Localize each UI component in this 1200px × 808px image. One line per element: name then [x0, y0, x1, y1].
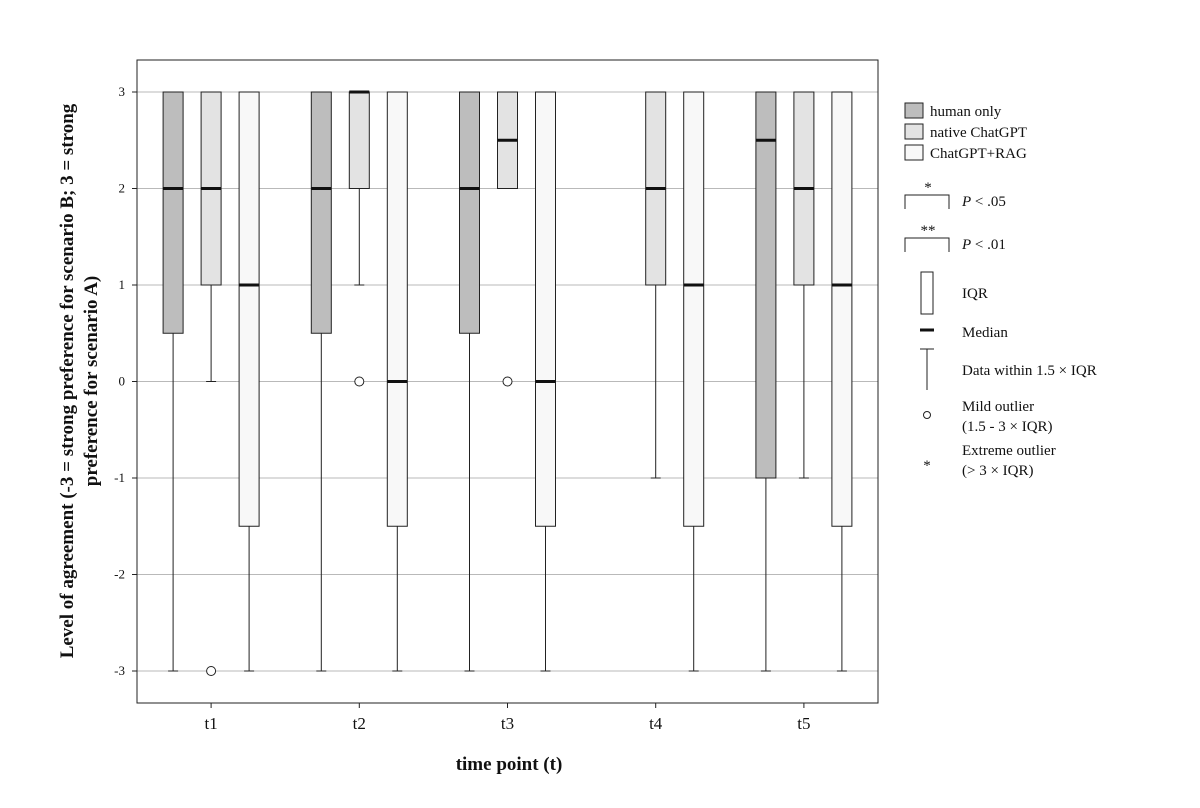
box-native-chatgpt-t1: [200, 91, 222, 676]
box-chatgpt-rag-t2: [386, 91, 408, 672]
box-chatgpt-rag-t4: [683, 91, 705, 672]
legend-sig-threshold-1: < .05: [971, 194, 1006, 210]
legend-mild-outlier-label-1: Mild outlier: [962, 399, 1034, 415]
x-axis-ticks: t1 t2 t3 t4 t5: [204, 703, 811, 733]
x-tick-label-t3: t3: [501, 714, 514, 733]
legend-iqr-box: [920, 271, 934, 315]
iqr-box: [459, 91, 480, 334]
legend-swatch-native-chatgpt: [904, 123, 924, 140]
box-chatgpt-rag-t1: [238, 91, 260, 672]
box-chatgpt-rag-t5: [831, 91, 853, 672]
legend-sig-bracket-2: [904, 237, 950, 252]
x-tick-label-t5: t5: [797, 714, 810, 733]
legend-sig-threshold-2: < .01: [971, 237, 1006, 253]
iqr-box: [831, 91, 853, 527]
legend-sig-label-2: P < .01: [961, 237, 1006, 253]
legend-sig-p-1: P: [961, 194, 971, 210]
box-human-only-t3: [459, 91, 480, 672]
y-tick-label-3: 3: [119, 84, 126, 99]
iqr-box: [238, 91, 260, 527]
outlier-point: [502, 376, 513, 387]
legend-swatch-chatgpt-rag: [904, 144, 924, 161]
box-groups: [162, 90, 853, 676]
y-axis-ticks: 3 2 1 0 -1 -2 -3: [114, 84, 137, 678]
iqr-box: [386, 91, 408, 527]
x-tick-label-t1: t1: [204, 714, 217, 733]
legend-iqr-label: IQR: [962, 286, 988, 302]
legend-sig-symbol-1: *: [924, 180, 932, 196]
box-native-chatgpt-t4: [645, 91, 667, 479]
y-axis-label-line-1: Level of agreement (-3 = strong preferen…: [57, 103, 78, 658]
legend-sig-symbol-2: **: [921, 223, 936, 239]
outlier-point: [206, 666, 217, 676]
y-tick-label-0: 0: [119, 374, 126, 389]
box-native-chatgpt-t2: [348, 90, 370, 387]
box-native-chatgpt-t5: [793, 91, 815, 479]
y-tick-label-1: 1: [119, 277, 126, 292]
legend: human only native ChatGPT ChatGPT+RAG * …: [904, 102, 1097, 479]
iqr-box: [162, 91, 184, 334]
iqr-box: [683, 91, 705, 527]
x-axis-label: time point (t): [456, 754, 563, 775]
box-native-chatgpt-t3: [497, 91, 518, 387]
grid-lines: [137, 91, 878, 672]
legend-mild-outlier-label-2: (1.5 - 3 × IQR): [962, 419, 1053, 435]
iqr-box: [535, 91, 556, 527]
legend-mild-outlier-marker: [923, 411, 931, 419]
box-human-only-t2: [310, 91, 332, 672]
legend-label-human-only: human only: [930, 104, 1002, 120]
legend-whisker-label: Data within 1.5 × IQR: [962, 363, 1097, 379]
y-tick-label--3: -3: [114, 663, 125, 678]
legend-extreme-outlier-label-1: Extreme outlier: [962, 443, 1056, 459]
box-human-only-t1: [162, 91, 184, 672]
x-tick-label-t4: t4: [649, 714, 663, 733]
iqr-box: [348, 91, 370, 189]
legend-extreme-outlier-marker: *: [923, 458, 931, 474]
outlier-point: [354, 376, 365, 387]
legend-swatch-human-only: [904, 102, 924, 119]
legend-sig-p-2: P: [961, 237, 971, 253]
y-axis-label: Level of agreement (-3 = strong preferen…: [57, 103, 102, 658]
legend-sig-label-1: P < .05: [961, 194, 1006, 210]
iqr-box: [755, 91, 777, 479]
legend-label-native-chatgpt: native ChatGPT: [930, 125, 1027, 141]
y-tick-label--2: -2: [114, 567, 125, 582]
y-axis-label-line-2: preference for scenario A): [81, 276, 102, 487]
box-chatgpt-rag-t3: [535, 91, 556, 672]
iqr-box: [310, 91, 332, 334]
legend-extreme-outlier-label-2: (> 3 × IQR): [962, 463, 1034, 479]
x-tick-label-t2: t2: [353, 714, 366, 733]
legend-median-label: Median: [962, 325, 1008, 341]
y-tick-label-2: 2: [119, 181, 126, 196]
box-human-only-t5: [755, 91, 777, 672]
legend-label-chatgpt-rag: ChatGPT+RAG: [930, 146, 1027, 162]
y-tick-label--1: -1: [114, 470, 125, 485]
legend-sig-bracket-1: [904, 194, 950, 209]
